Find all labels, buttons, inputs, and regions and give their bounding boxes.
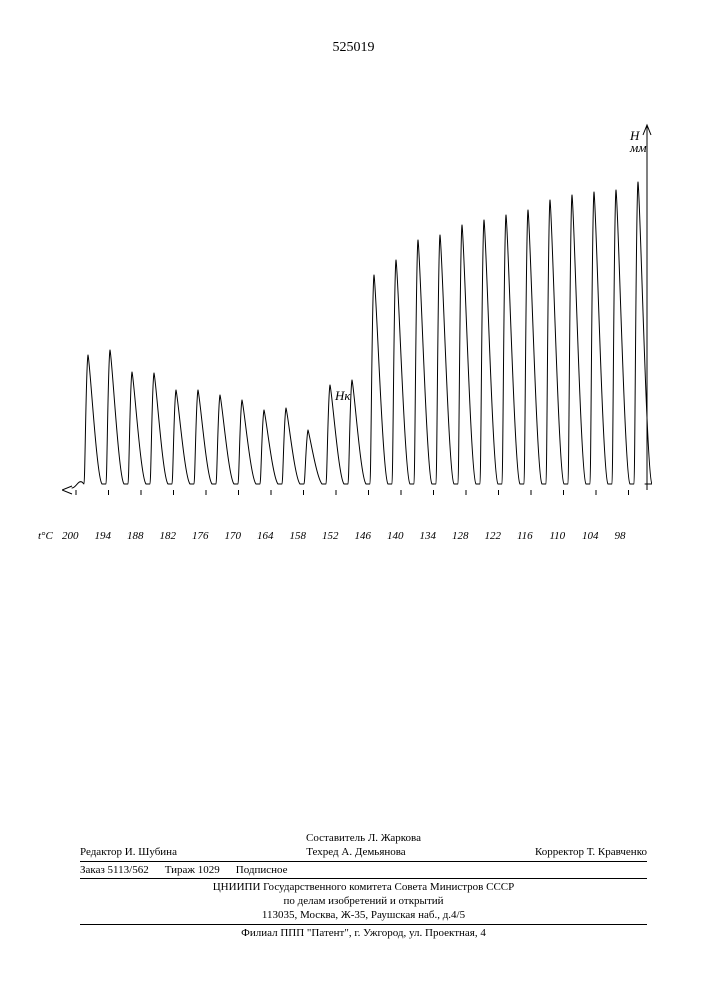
org-line2: по делам изобретений и открытий bbox=[80, 894, 647, 908]
techred: Техред А. Демьянова bbox=[306, 845, 405, 859]
x-tick-label: 164 bbox=[257, 530, 274, 542]
corrector: Корректор Т. Кравченко bbox=[535, 845, 647, 859]
x-tick-label: 170 bbox=[225, 530, 242, 542]
y-axis-label: Hмм bbox=[630, 130, 647, 155]
document-number: 525019 bbox=[0, 40, 707, 56]
x-tick-label: 110 bbox=[550, 530, 566, 542]
page: 525019 Hк Hмм t°C 200 194 188 182 176 170 164 15… bbox=[0, 0, 707, 1000]
x-tick-label: 140 bbox=[387, 530, 404, 542]
divider bbox=[80, 861, 647, 862]
x-tick-label: 134 bbox=[420, 530, 437, 542]
compiler-line: Составитель Л. Жаркова bbox=[80, 831, 647, 845]
x-tick-label: 158 bbox=[290, 530, 307, 542]
x-axis-prefix: t°C bbox=[38, 530, 53, 542]
x-tick-label: 116 bbox=[517, 530, 533, 542]
x-tick-label: 122 bbox=[485, 530, 502, 542]
divider bbox=[80, 924, 647, 925]
x-tick-label: 194 bbox=[95, 530, 112, 542]
org-line1: ЦНИИПИ Государственного комитета Совета … bbox=[80, 880, 647, 894]
x-tick-label: 182 bbox=[160, 530, 177, 542]
x-tick-label: 104 bbox=[582, 530, 599, 542]
x-tick-label: 152 bbox=[322, 530, 339, 542]
x-tick-label: 188 bbox=[127, 530, 144, 542]
divider bbox=[80, 878, 647, 879]
meta-row: Заказ 5113/562 Тираж 1029 Подписное bbox=[80, 863, 647, 877]
x-tick-label: 200 bbox=[62, 530, 79, 542]
x-tick-label: 98 bbox=[615, 530, 626, 542]
x-tick-label: 128 bbox=[452, 530, 469, 542]
hk-label: Hк bbox=[335, 388, 350, 404]
order: Заказ 5113/562 bbox=[80, 863, 149, 877]
imprint-footer: Составитель Л. Жаркова Редактор И. Шубин… bbox=[80, 831, 647, 940]
editor: Редактор И. Шубина bbox=[80, 845, 177, 859]
address: 113035, Москва, Ж-35, Раушская наб., д.4… bbox=[80, 908, 647, 922]
circulation: Тираж 1029 bbox=[165, 863, 220, 877]
x-axis-labels: t°C2001941881821761701641581521461401341… bbox=[48, 530, 668, 550]
x-tick-label: 176 bbox=[192, 530, 209, 542]
credits-row: Редактор И. Шубина Техред А. Демьянова К… bbox=[80, 845, 647, 859]
spectrum-chart bbox=[62, 120, 652, 530]
branch: Филиал ППП "Патент", г. Ужгород, ул. Про… bbox=[80, 926, 647, 940]
x-tick-label: 146 bbox=[355, 530, 372, 542]
subscription: Подписное bbox=[236, 863, 288, 877]
